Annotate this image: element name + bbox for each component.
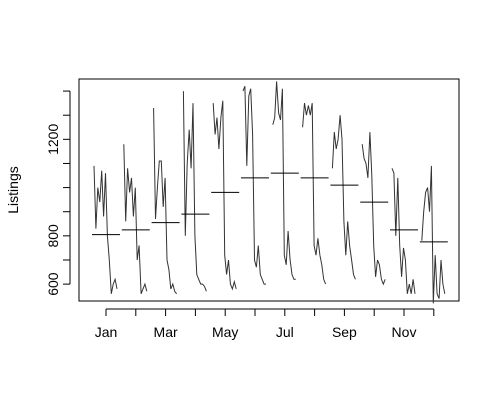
y-tick-label: 1200 — [45, 124, 61, 155]
x-tick-label: Jan — [95, 324, 118, 340]
subseries-line-feb — [123, 144, 148, 294]
y-axis-title: Listings — [5, 166, 21, 213]
x-tick-label: Nov — [392, 324, 417, 340]
x-tick-label: Mar — [154, 324, 178, 340]
x-tick-label: Jul — [276, 324, 294, 340]
y-tick-label: 600 — [45, 272, 61, 296]
subseries-line-jul — [272, 81, 296, 280]
month-subseries-group — [92, 81, 448, 304]
x-axis: Jan Mar May Jul Sep Nov — [95, 308, 435, 340]
subseries-line-nov — [391, 168, 416, 294]
subseries-line-jan — [93, 165, 118, 294]
subseries-line-sep — [331, 115, 356, 280]
subseries-line-may — [212, 100, 237, 291]
subseries-line-dec — [421, 165, 446, 304]
plot-frame — [78, 78, 460, 302]
x-tick-label: Sep — [332, 324, 357, 340]
subseries-line-aug — [302, 103, 327, 285]
subseries-line-jun — [242, 86, 266, 285]
y-tick-label: 800 — [45, 224, 61, 248]
subseries-line-apr — [182, 91, 207, 292]
y-axis: 600 800 1200 — [45, 90, 71, 296]
x-tick-label: May — [212, 324, 238, 340]
subseries-line-oct — [361, 132, 386, 286]
subseries-line-mar — [153, 107, 177, 295]
